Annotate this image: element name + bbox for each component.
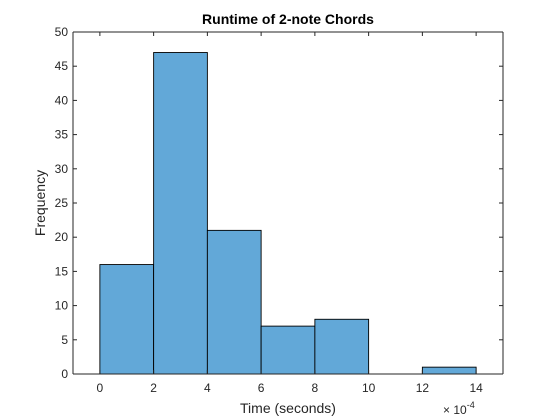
y-tick-label: 15 [55, 264, 69, 278]
bars-group [99, 52, 477, 375]
y-tick-label: 10 [55, 299, 69, 313]
y-tick-label: 20 [55, 230, 69, 244]
x-axis-exponent-base: × 10 [443, 403, 467, 417]
x-axis-exponent-power: -4 [467, 400, 475, 410]
x-axis-exponent-label: × 10-4 [443, 400, 475, 417]
x-axis-title: Time (seconds) [240, 400, 336, 416]
x-tick-label: 2 [150, 381, 157, 395]
y-axis-title: Frequency [32, 170, 48, 236]
y-tick-label: 30 [55, 162, 69, 176]
y-tick-label: 0 [61, 367, 68, 381]
histogram-bar [99, 264, 155, 375]
x-tick-label: 6 [258, 381, 265, 395]
y-tick-label: 50 [55, 25, 69, 39]
histogram-bar [206, 229, 262, 375]
histogram-bar [421, 366, 477, 375]
chart-title: Runtime of 2-note Chords [202, 11, 374, 27]
y-tick-label: 35 [55, 128, 69, 142]
y-tick-label: 40 [55, 93, 69, 107]
histogram-bar [314, 318, 370, 375]
x-tick-label: 0 [97, 381, 104, 395]
y-tick-label: 5 [61, 333, 68, 347]
x-tick-label: 8 [312, 381, 319, 395]
x-tick-label: 4 [204, 381, 211, 395]
x-tick-label: 10 [362, 381, 376, 395]
histogram-bar [260, 325, 316, 375]
y-tick-label: 25 [55, 196, 69, 210]
x-tick-label: 12 [416, 381, 430, 395]
ticks-group: 0 2 4 6 8 10 12 14 0 5 10 15 20 25 30 35 40 45 50 [55, 25, 503, 395]
y-tick-label: 45 [55, 59, 69, 73]
x-tick-label: 14 [469, 381, 483, 395]
histogram-bar [153, 52, 208, 375]
